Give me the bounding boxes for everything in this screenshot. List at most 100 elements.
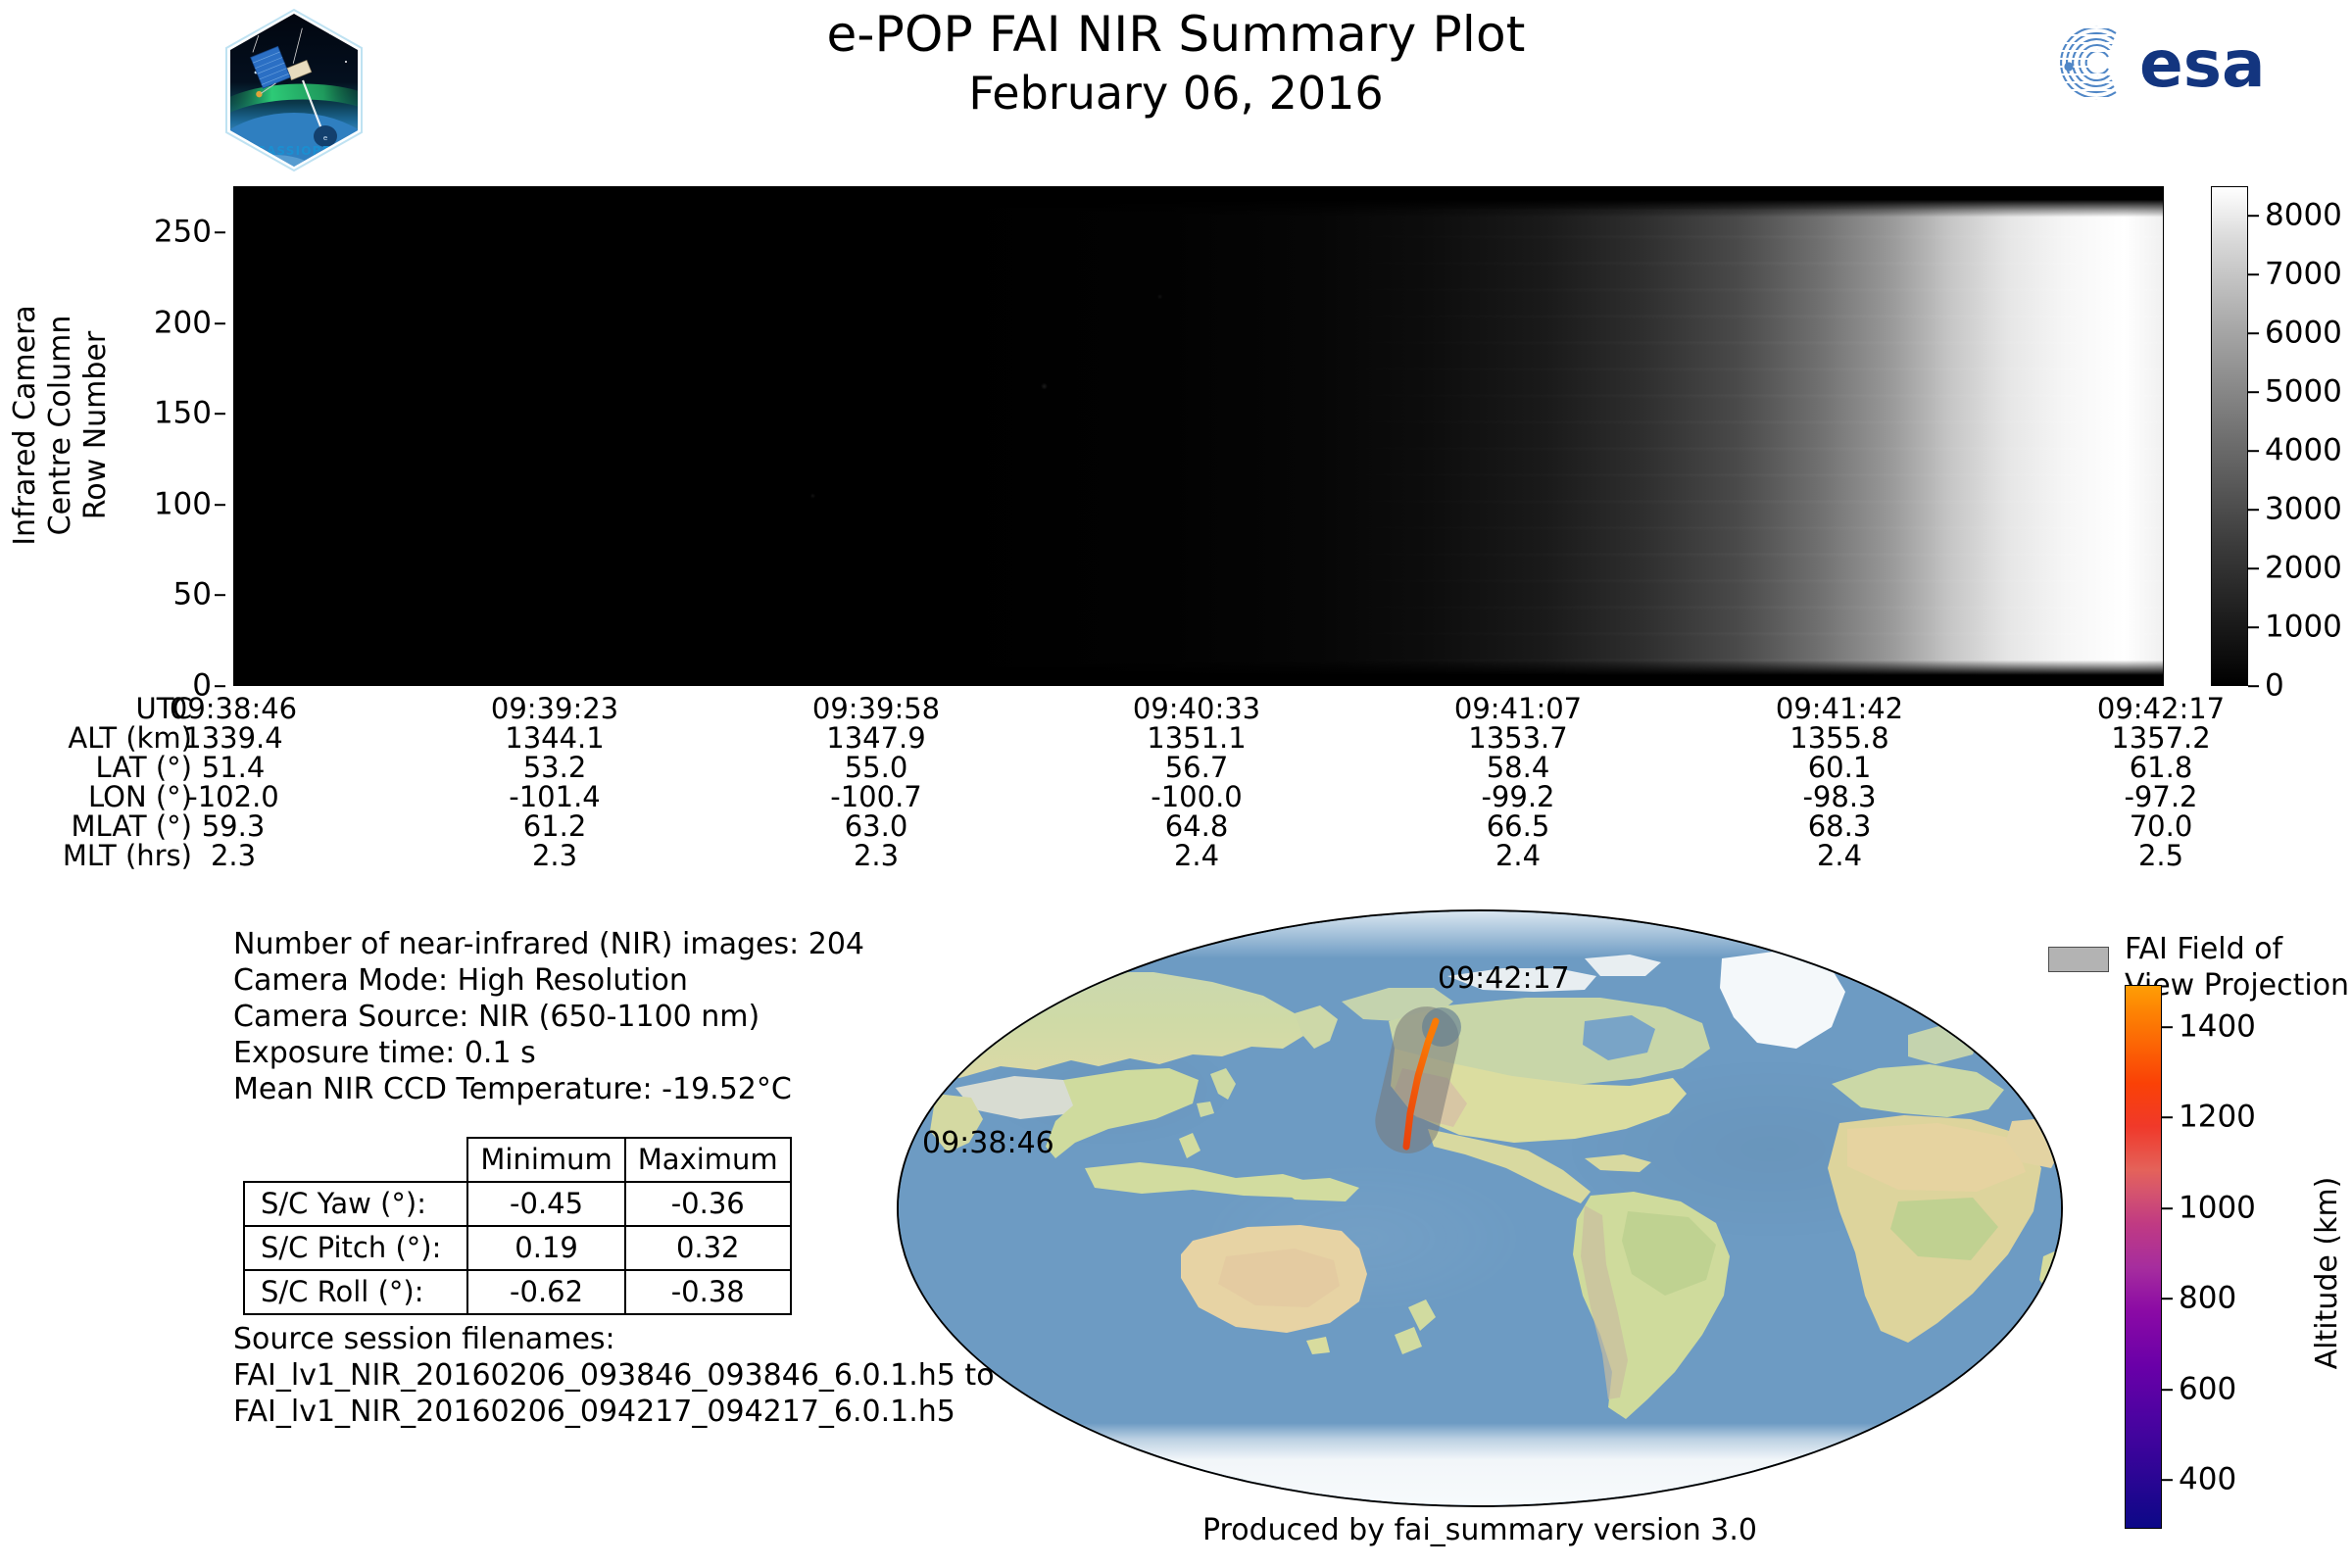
landmass-arctic-islands-2 [1585, 955, 1661, 976]
map-hudson-bay [1583, 1015, 1655, 1060]
fov-legend-line2: View Projection [2125, 968, 2350, 1003]
ephemeris-cell: -102.0 [187, 780, 279, 813]
altitude-tick-label: 1400 [2179, 1008, 2256, 1045]
map-antarctica [899, 1423, 2061, 1505]
info-line-ccd-temperature: Mean NIR CCD Temperature: -19.52°C [233, 1072, 792, 1106]
landmass-usa [1391, 1049, 1687, 1143]
sc-roll-label: S/C Roll (°): [242, 1269, 469, 1315]
fov-legend-swatch [2048, 947, 2109, 972]
landmass-east-asia [1046, 1068, 1199, 1158]
filenames-heading: Source session filenames: [233, 1322, 615, 1356]
ephemeris-table: UTC 09:38:46 09:39:23 09:39:58 09:40:33 … [0, 694, 2244, 870]
landmass-tasmania [1306, 1337, 1330, 1354]
landmass-scandinavia [1908, 1023, 1981, 1064]
ephemeris-cell: 09:39:23 [490, 692, 619, 725]
ephemeris-cell: -98.3 [1802, 780, 1877, 813]
ephemeris-cell: 61.8 [2129, 751, 2193, 784]
info-line-camera-mode: Camera Mode: High Resolution [233, 963, 688, 998]
ephemeris-cell: 1357.2 [2111, 721, 2211, 755]
sc-roll-max: -0.38 [623, 1269, 792, 1315]
landmass-caribbean [1585, 1154, 1651, 1172]
landmass-himalaya [956, 1076, 1091, 1119]
ephemeris-cell: -99.2 [1481, 780, 1555, 813]
ephemeris-cell: 59.3 [201, 809, 266, 843]
ephemeris-row-lon: LON (°) -102.0 -101.4 -100.7 -100.0 -99.… [0, 782, 2244, 811]
nir-y-axis-label-line3: Row Number [78, 330, 113, 520]
landmass-indonesia [1085, 1162, 1310, 1198]
y-tick-label: 250 [153, 214, 212, 250]
ephemeris-row-label: LAT (°) [95, 751, 192, 784]
ephemeris-cell: 53.2 [522, 751, 587, 784]
ephemeris-cell: 1353.7 [1468, 721, 1568, 755]
esa-logo: esa [2034, 18, 2328, 106]
landmass-philippines [1179, 1133, 1200, 1158]
acquisition-info: Number of near-infrared (NIR) images: 20… [233, 926, 864, 1107]
ephemeris-cell: 58.4 [1486, 751, 1550, 784]
ephemeris-cell: 1344.1 [505, 721, 605, 755]
landmass-india [930, 1094, 983, 1152]
y-tick-label: 200 [153, 305, 212, 341]
landmass-madagascar [2039, 1249, 2061, 1296]
ephemeris-cell: 2.4 [1173, 839, 1220, 872]
ephemeris-cell: 68.3 [1807, 809, 1872, 843]
signal-tick-label: 3000 [2265, 491, 2342, 527]
ephemeris-cell: 55.0 [844, 751, 908, 784]
esa-swirl-icon [2045, 25, 2128, 100]
landmass-japan [1210, 1068, 1236, 1100]
ephemeris-cell: 2.4 [1494, 839, 1542, 872]
nir-keogram-plot [233, 186, 2164, 686]
table-corner-cell [244, 1138, 467, 1182]
ephemeris-row-label: MLAT (°) [71, 809, 193, 843]
orbit-start-time-label: 09:38:46 [922, 1126, 1054, 1160]
page-title: e-POP FAI NIR Summary Plot [826, 6, 1526, 63]
altitude-tick-label: 1200 [2179, 1099, 2256, 1135]
ephemeris-cell: 2.3 [853, 839, 900, 872]
sc-roll-min: -0.62 [466, 1269, 626, 1315]
altitude-colorbar-ticks: 400 600 800 1000 1200 1400 [2162, 980, 2299, 1534]
altitude-tick-label: 800 [2179, 1280, 2237, 1316]
ephemeris-cell: 1347.9 [826, 721, 926, 755]
nir-y-axis-label-line2: Centre Column [43, 315, 77, 536]
signal-tick-label: 5000 [2265, 373, 2342, 410]
y-tick-label: 150 [153, 395, 212, 431]
signal-tick-label: 1000 [2265, 609, 2342, 645]
ephemeris-cell: 70.0 [2129, 809, 2193, 843]
cassiope-logo: e CASSIOPE [220, 8, 368, 172]
filename-first: FAI_lv1_NIR_20160206_093846_093846_6.0.1… [233, 1358, 995, 1393]
sc-yaw-max: -0.36 [623, 1181, 792, 1227]
ephemeris-row-mlat: MLAT (°) 59.3 61.2 63.0 64.8 66.5 68.3 7… [0, 811, 2244, 841]
signal-tick-label: 2000 [2265, 550, 2342, 586]
ephemeris-cell: -100.0 [1151, 780, 1243, 813]
landmass-sahara [1847, 1123, 2026, 1192]
ephemeris-cell: 09:38:46 [169, 692, 298, 725]
table-header-row: Minimum Maximum [244, 1137, 792, 1183]
ephemeris-cell: 66.5 [1486, 809, 1550, 843]
map-caption: Produced by fai_summary version 3.0 [1201, 1513, 1757, 1547]
ephemeris-cell: -100.7 [830, 780, 922, 813]
esa-wordmark: esa [2139, 26, 2266, 102]
cassiope-logo-text: CASSIOPE [257, 144, 331, 158]
altitude-colorbar-label: Altitude (km) [2310, 1176, 2344, 1370]
fov-legend-line1: FAI Field of [2125, 932, 2283, 966]
altitude-tick-label: 600 [2179, 1371, 2237, 1407]
map-landmasses [899, 951, 2061, 1419]
y-tick-label: 100 [153, 486, 212, 522]
ephemeris-row-alt: ALT (km) 1339.4 1344.1 1347.9 1351.1 135… [0, 723, 2244, 753]
fov-legend-text: FAI Field of View Projection [2125, 931, 2349, 1004]
ephemeris-cell: 51.4 [201, 751, 266, 784]
altitude-tick-label: 400 [2179, 1461, 2237, 1497]
landmass-congo [1890, 1198, 1998, 1260]
landmass-siberia [899, 972, 1308, 1084]
landmass-new-guinea [1271, 1178, 1359, 1201]
signal-tick-label: 0 [2265, 667, 2284, 704]
orbit-track-path [1402, 1017, 1440, 1151]
spacecraft-attitude-table: Minimum Maximum S/C Yaw (°): -0.45 -0.36… [242, 1137, 792, 1315]
nir-y-axis-label: Infrared Camera Centre Column Row Number [8, 220, 114, 631]
landmass-new-zealand [1395, 1299, 1436, 1354]
nir-keogram-image [234, 187, 2163, 685]
sc-pitch-max: 0.32 [623, 1225, 792, 1271]
ephemeris-row-label: UTC [135, 692, 193, 725]
table-row: S/C Roll (°): -0.62 -0.38 [242, 1269, 792, 1315]
sc-pitch-label: S/C Pitch (°): [242, 1225, 469, 1271]
ephemeris-cell: -101.4 [509, 780, 601, 813]
